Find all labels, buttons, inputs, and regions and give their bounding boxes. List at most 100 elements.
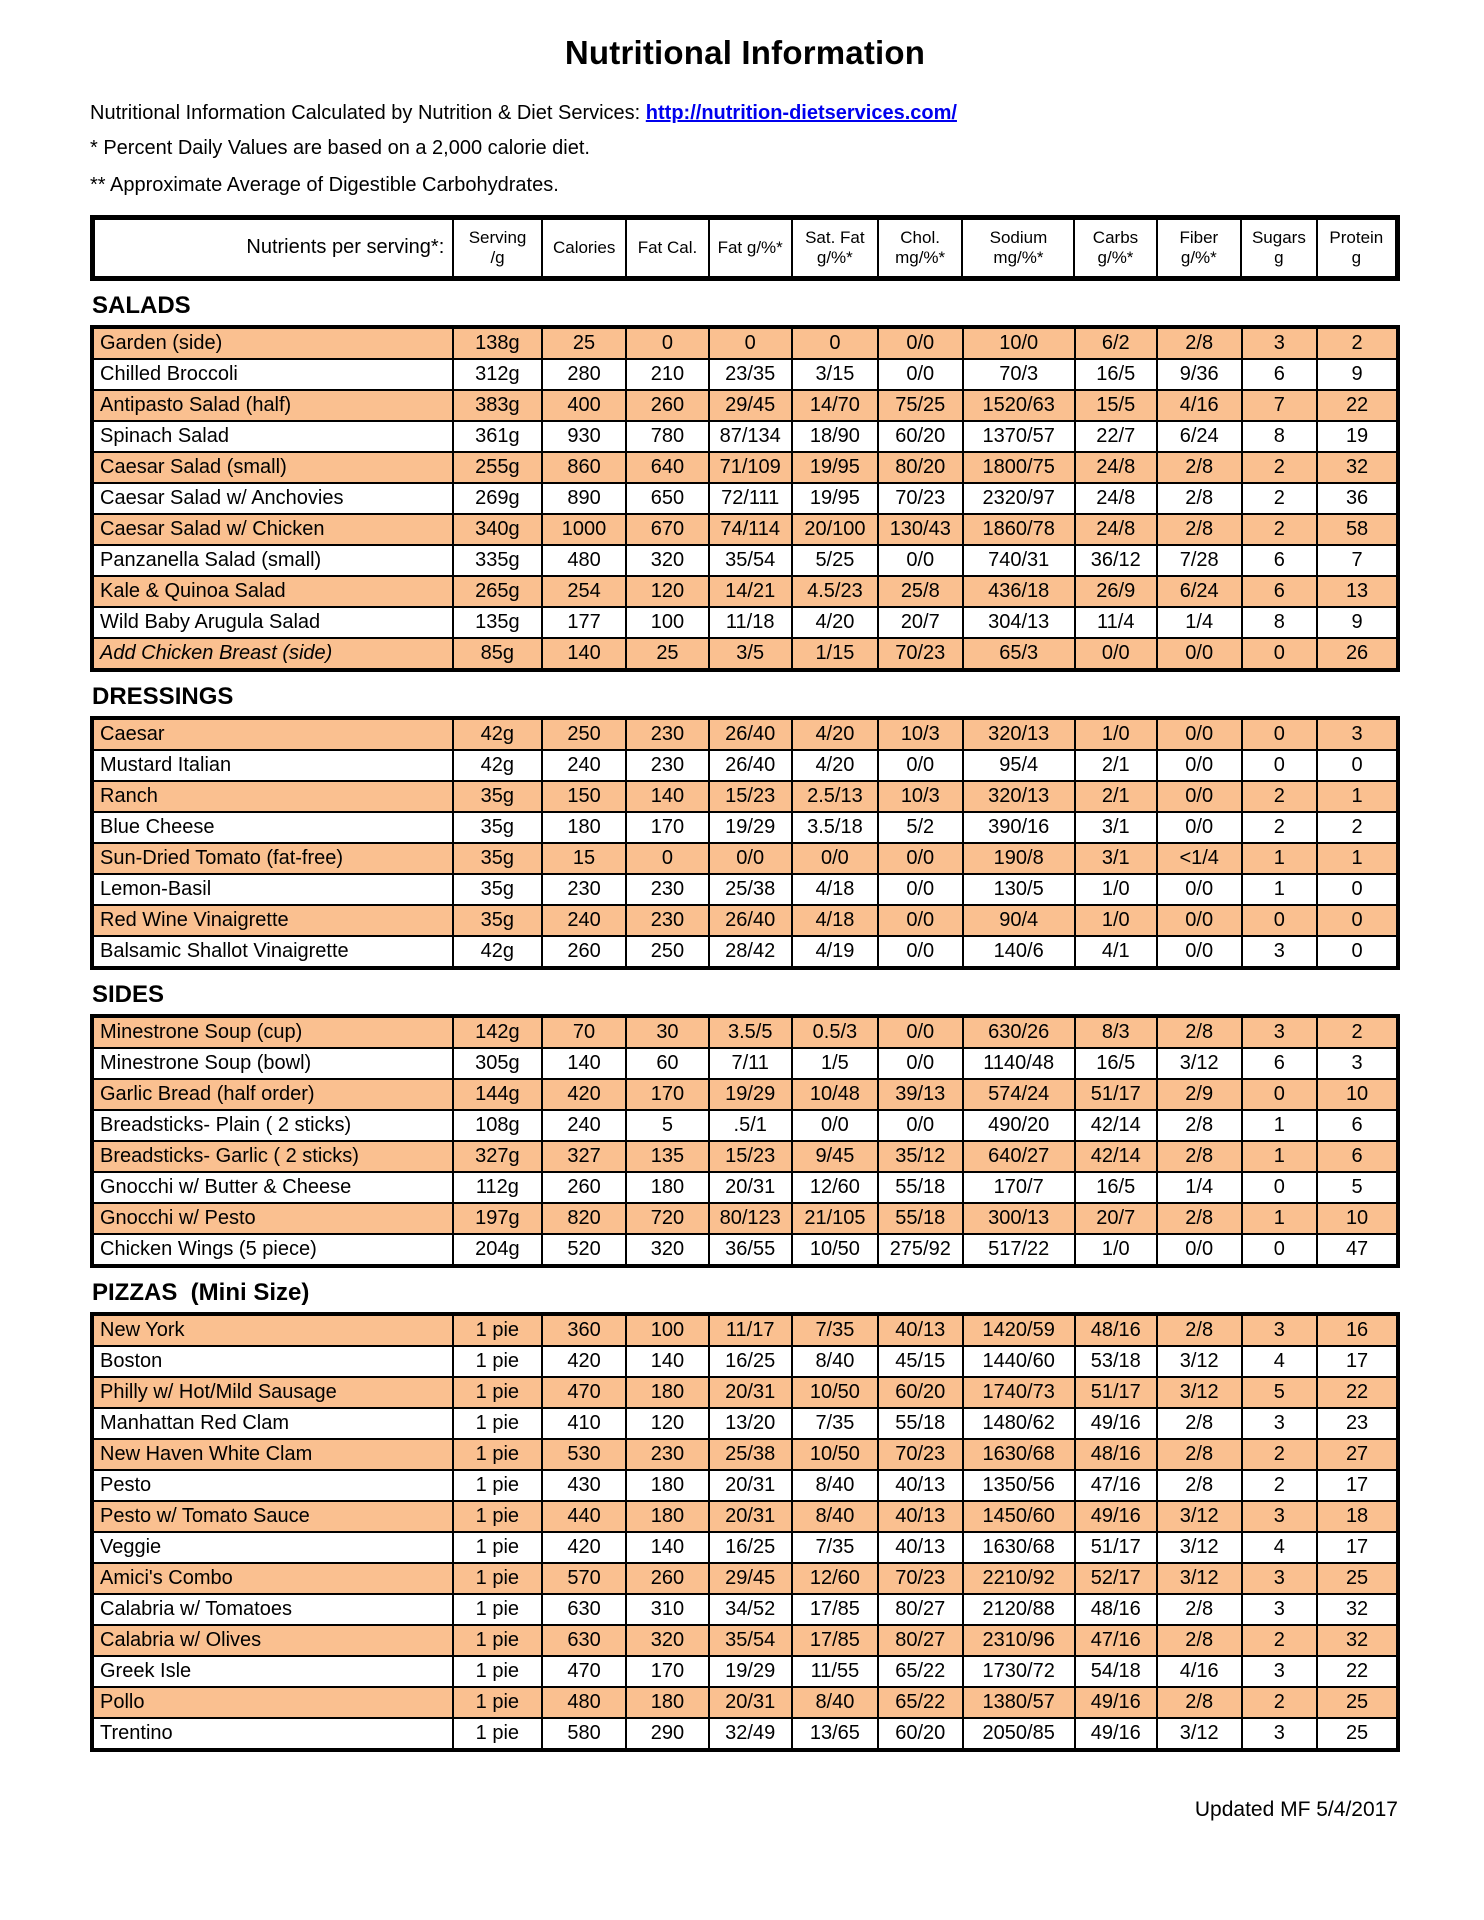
cell-fiber: 6/24 [1155, 575, 1243, 608]
cell-fat-cal: 140 [625, 1345, 710, 1378]
cell-fat-g: 74/114 [707, 513, 793, 546]
cell-sodium: 304/13 [961, 606, 1076, 639]
cell-serving: 255g [452, 451, 543, 484]
cell-fat-g: 72/111 [707, 482, 793, 515]
nutrition-services-link[interactable]: http://nutrition-dietservices.com/ [645, 102, 957, 124]
cell-sugars: 2 [1240, 1469, 1319, 1502]
cell-sat-fat: 17/85 [790, 1624, 879, 1657]
cell-sodium: 2120/88 [961, 1593, 1076, 1626]
cell-serving: 269g [452, 482, 543, 515]
cell-serving: 327g [452, 1140, 543, 1173]
item-name: Garlic Bread (half order) [90, 1078, 455, 1111]
cell-sugars: 8 [1240, 420, 1319, 453]
cell-calories: 140 [540, 637, 628, 671]
cell-chol: 55/18 [876, 1407, 964, 1440]
cell-sodium: 1730/72 [961, 1655, 1076, 1688]
cell-fiber: 2/8 [1155, 1109, 1243, 1142]
table-row: Minestrone Soup (cup) 142g 70 30 3.5/5 0.5/3 0… [90, 1015, 1399, 1049]
item-name: Calabria w/ Olives [90, 1624, 455, 1657]
cell-fat-g: 3/5 [707, 637, 793, 671]
cell-calories: 470 [540, 1376, 628, 1409]
cell-sat-fat: 13/65 [790, 1717, 879, 1751]
cell-carbs: 4/1 [1073, 935, 1158, 969]
cell-sodium: 1480/62 [961, 1407, 1076, 1440]
table-row: Kale & Quinoa Salad 265g 254 120 14/21 4.5/23… [90, 575, 1399, 608]
cell-fiber: 2/8 [1155, 1469, 1243, 1502]
cell-protein: 0 [1316, 904, 1399, 937]
cell-carbs: 16/5 [1073, 358, 1158, 391]
item-name: Garden (side) [90, 326, 455, 360]
cell-fat-cal: 100 [625, 1313, 710, 1347]
cell-fat-cal: 0 [625, 326, 710, 360]
cell-fat-g: 15/23 [707, 780, 793, 813]
cell-sat-fat: 18/90 [790, 420, 879, 453]
cell-chol: 0/0 [876, 749, 964, 782]
cell-sodium: 740/31 [961, 544, 1076, 577]
cell-fat-g: 11/17 [707, 1313, 793, 1347]
item-name: Gnocchi w/ Butter & Cheese [90, 1171, 455, 1204]
cell-sodium: 140/6 [961, 935, 1076, 969]
cell-fiber: 9/36 [1155, 358, 1243, 391]
cell-fat-cal: 120 [625, 1407, 710, 1440]
cell-sodium: 2210/92 [961, 1562, 1076, 1595]
cell-sat-fat: 0.5/3 [790, 1015, 879, 1049]
cell-carbs: 24/8 [1073, 482, 1158, 515]
cell-fat-cal: 180 [625, 1469, 710, 1502]
cell-calories: 420 [540, 1345, 628, 1378]
cell-serving: 42g [452, 717, 543, 751]
cell-serving: 383g [452, 389, 543, 422]
cell-serving: 85g [452, 637, 543, 671]
item-name: Ranch [90, 780, 455, 813]
cell-sat-fat: 4/20 [790, 606, 879, 639]
cell-fat-cal: 180 [625, 1376, 710, 1409]
cell-fat-g: 14/21 [707, 575, 793, 608]
cell-fat-g: 20/31 [707, 1686, 793, 1719]
cell-sat-fat: 7/35 [790, 1313, 879, 1347]
cell-protein: 22 [1316, 1655, 1399, 1688]
cell-calories: 430 [540, 1469, 628, 1502]
cell-fiber: 4/16 [1155, 389, 1243, 422]
cell-sugars: 3 [1240, 1562, 1319, 1595]
cell-fat-cal: 100 [625, 606, 710, 639]
cell-chol: 0/0 [876, 1109, 964, 1142]
item-name: Panzanella Salad (small) [90, 544, 455, 577]
cell-sugars: 2 [1240, 780, 1319, 813]
cell-sugars: 3 [1240, 935, 1319, 969]
cell-sugars: 0 [1240, 1171, 1319, 1204]
cell-carbs: 49/16 [1073, 1407, 1158, 1440]
cell-sat-fat: 17/85 [790, 1593, 879, 1626]
table-row: Pesto w/ Tomato Sauce 1 pie 440 180 20/31 8/4… [90, 1500, 1399, 1533]
cell-serving: 335g [452, 544, 543, 577]
cell-chol: 80/20 [876, 451, 964, 484]
cell-fiber: 3/12 [1155, 1531, 1243, 1564]
cell-carbs: 47/16 [1073, 1624, 1158, 1657]
item-name: Kale & Quinoa Salad [90, 575, 455, 608]
cell-fat-cal: 320 [625, 1624, 710, 1657]
cell-sugars: 5 [1240, 1376, 1319, 1409]
table-row: Gnocchi w/ Butter & Cheese 112g 260 180 20/3… [90, 1171, 1399, 1204]
cell-protein: 2 [1316, 1015, 1399, 1049]
cell-fat-g: 32/49 [707, 1717, 793, 1751]
cell-carbs: 48/16 [1073, 1313, 1158, 1347]
cell-fat-g: 29/45 [707, 389, 793, 422]
cell-fat-cal: 180 [625, 1686, 710, 1719]
intro-line: Nutritional Information Calculated by Nu… [90, 102, 1400, 125]
cell-fiber: 0/0 [1155, 780, 1243, 813]
section-table-dressings: Caesar 42g 250 230 26/40 4/20 10/3 320/13 1/0 0/0… [90, 716, 1400, 970]
table-row: Pesto 1 pie 430 180 20/31 8/40 40/13 1350/56 47/… [90, 1469, 1399, 1502]
cell-sodium: 65/3 [961, 637, 1076, 671]
cell-serving: 1 pie [452, 1717, 543, 1751]
cell-chol: 10/3 [876, 717, 964, 751]
cell-fiber: 2/8 [1155, 1438, 1243, 1471]
cell-sodium: 2320/97 [961, 482, 1076, 515]
cell-fiber: 2/8 [1155, 482, 1243, 515]
cell-calories: 180 [540, 811, 628, 844]
table-row: Red Wine Vinaigrette 35g 240 230 26/40 4/18 0/… [90, 904, 1399, 937]
cell-fiber: 3/12 [1155, 1376, 1243, 1409]
cell-chol: 0/0 [876, 1047, 964, 1080]
cell-chol: 20/7 [876, 606, 964, 639]
cell-sat-fat: 10/50 [790, 1376, 879, 1409]
cell-calories: 470 [540, 1655, 628, 1688]
cell-calories: 25 [540, 326, 628, 360]
cell-sodium: 300/13 [961, 1202, 1076, 1235]
